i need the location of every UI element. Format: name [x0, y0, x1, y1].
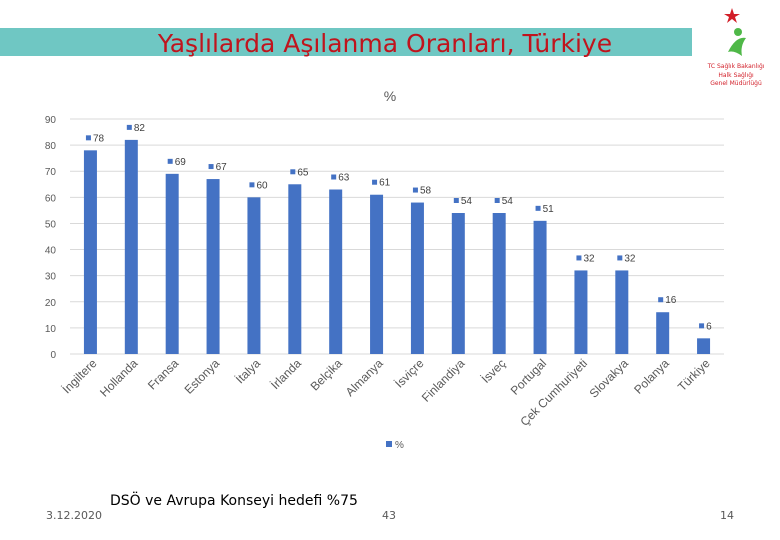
- x-tick-label: Türkiye: [675, 356, 713, 394]
- data-label: 61: [379, 178, 391, 189]
- bar-7: [370, 194, 384, 354]
- ministry-logo: [714, 8, 758, 56]
- x-tick-label: Portugal: [508, 356, 550, 398]
- gridlines: [70, 118, 724, 355]
- x-tick-label: Hollanda: [97, 356, 141, 400]
- bar-10: [492, 213, 506, 354]
- x-tick-label: İngiltere: [59, 356, 99, 396]
- data-label: 51: [543, 204, 555, 215]
- y-tick-label: 20: [45, 298, 57, 309]
- x-tick-label: Polanya: [631, 356, 672, 397]
- x-tick-label: Belçika: [308, 356, 345, 393]
- data-label-marker: [494, 198, 500, 203]
- x-tick-label: Fransa: [145, 356, 182, 393]
- y-tick-label: 70: [45, 167, 57, 178]
- x-tick-label: Finlandiya: [419, 356, 468, 405]
- y-axis-ticks: 0 10 20 30 40 50 60 70 80 90: [45, 115, 57, 361]
- data-label-marker: [167, 158, 173, 164]
- data-label-marker: [85, 135, 91, 141]
- footer-note: DSÖ ve Avrupa Konseyi hedefi %75: [110, 493, 358, 509]
- data-label: 78: [93, 133, 105, 144]
- data-label-marker: [617, 255, 623, 261]
- logo-line1: TC Sağlık Bakanlığı: [707, 63, 765, 70]
- vaccination-bar-chart: % 0 10 20 30 40 50 60 70 80 90 78 82 69 67 60 65 63 61 58…: [45, 88, 724, 451]
- data-label-marker: [576, 255, 582, 261]
- data-label-marker: [331, 174, 337, 180]
- data-label: 63: [338, 173, 350, 184]
- y-tick-label: 40: [45, 246, 57, 257]
- data-label: 67: [216, 162, 228, 173]
- bar-5: [288, 184, 302, 354]
- crescent-star-icon: [724, 8, 740, 23]
- y-tick-label: 0: [50, 350, 56, 361]
- figure-head-icon: [734, 28, 742, 36]
- y-tick-label: 90: [45, 115, 57, 126]
- bar-14: [656, 312, 670, 354]
- title-bar: [0, 28, 692, 56]
- x-tick-label: İsviçre: [392, 356, 427, 391]
- bar-9: [451, 213, 465, 354]
- data-label-marker: [249, 182, 255, 188]
- data-label-marker: [658, 297, 664, 303]
- bar-1: [124, 139, 138, 354]
- y-tick-label: 10: [45, 324, 57, 335]
- data-label: 16: [665, 295, 677, 306]
- bar-8: [410, 202, 424, 354]
- data-label-marker: [535, 205, 541, 211]
- data-label: 65: [297, 167, 309, 178]
- data-label: 60: [256, 180, 268, 191]
- y-tick-label: 80: [45, 141, 57, 152]
- data-labels: 78 82 69 67 60 65 63 61 58 54 54 51 32 32 16 6: [85, 123, 712, 332]
- y-tick-label: 50: [45, 219, 57, 230]
- bar-2: [165, 173, 179, 354]
- bar-6: [329, 189, 343, 354]
- bar-11: [533, 220, 547, 354]
- x-tick-label: İsveç: [479, 356, 509, 386]
- data-label-marker: [412, 187, 418, 193]
- bar-15: [697, 338, 711, 354]
- data-label: 32: [624, 253, 636, 264]
- data-label: 58: [420, 186, 432, 197]
- x-tick-label: Estonya: [182, 356, 223, 397]
- data-label: 69: [175, 157, 187, 168]
- footer-page-number: 14: [720, 509, 734, 522]
- y-tick-label: 60: [45, 193, 57, 204]
- data-label-marker: [290, 169, 296, 175]
- data-label: 54: [461, 196, 473, 207]
- data-label-marker: [453, 198, 459, 203]
- data-label: 82: [134, 123, 146, 134]
- data-label-marker: [372, 179, 378, 185]
- bar-0: [83, 150, 97, 354]
- data-label: 54: [502, 196, 514, 207]
- data-label: 32: [583, 253, 595, 264]
- footer-date: 3.12.2020: [46, 509, 102, 522]
- legend-swatch: [386, 441, 392, 447]
- bar-13: [615, 270, 629, 354]
- legend: %: [386, 440, 404, 451]
- bar-12: [574, 270, 588, 354]
- x-tick-label: Slovakya: [587, 356, 632, 401]
- figure-body-icon: [728, 37, 746, 56]
- logo-line3: Genel Müdürlüğü: [710, 80, 762, 87]
- footer-center-number: 43: [382, 509, 396, 522]
- x-tick-label: İrlanda: [268, 356, 304, 392]
- x-tick-label: Almanya: [343, 356, 386, 399]
- y-tick-label: 30: [45, 272, 57, 283]
- bar-4: [247, 197, 261, 354]
- data-label-marker: [208, 164, 214, 170]
- chart-title: %: [384, 88, 396, 104]
- legend-label: %: [395, 440, 404, 451]
- bars: [83, 139, 711, 354]
- data-label-marker: [126, 124, 132, 130]
- bar-3: [206, 179, 220, 354]
- logo-line2: Halk Sağlığı: [718, 72, 754, 79]
- slide-title: Yaşlılarda Aşılanma Oranları, Türkiye: [157, 29, 613, 58]
- x-tick-label: İtalya: [233, 356, 263, 386]
- data-label-marker: [699, 323, 705, 329]
- data-label: 6: [706, 321, 712, 332]
